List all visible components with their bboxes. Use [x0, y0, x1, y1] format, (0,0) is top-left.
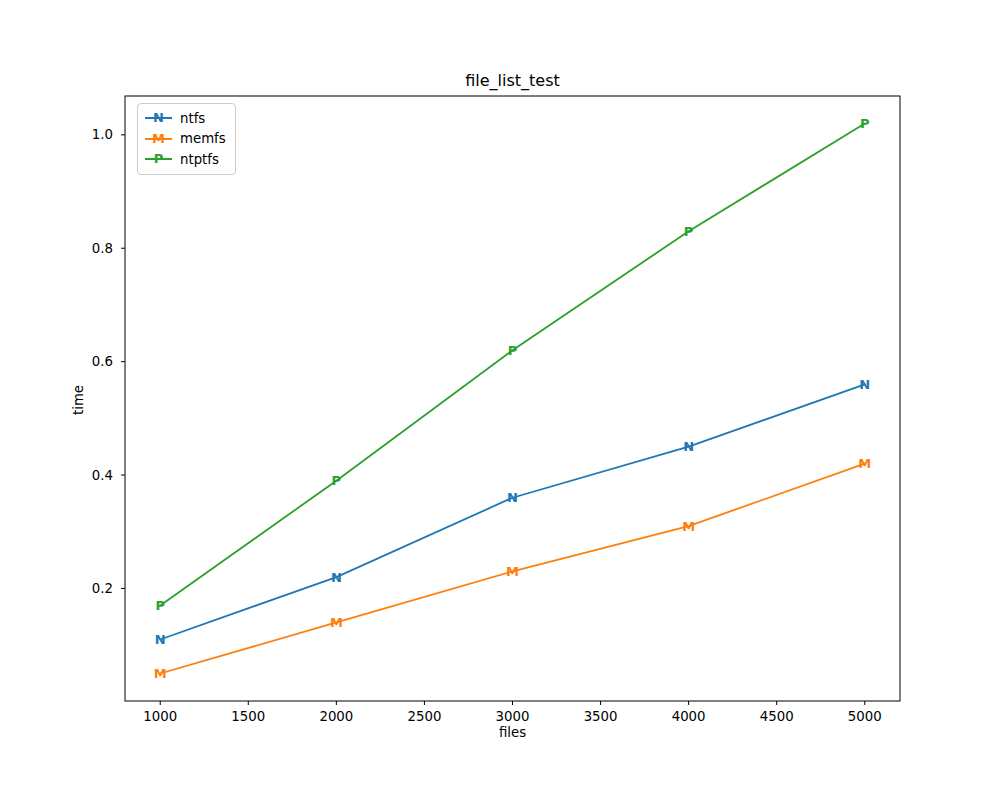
legend-item-ntfs: Nntfs — [145, 108, 226, 129]
legend-marker-memfs: M — [145, 132, 172, 146]
chart-figure: file_list_test 1000150020002500300035004… — [0, 0, 1000, 800]
legend-marker-ntfs: N — [145, 111, 172, 125]
marker-letter-ntptfs: P — [508, 343, 518, 358]
y-tick-label: 0.6 — [92, 354, 113, 369]
y-tick-label: 0.2 — [92, 581, 113, 596]
legend-marker-letter: M — [152, 132, 165, 145]
x-tick-label: 4000 — [672, 709, 706, 724]
marker-letter-ntfs: N — [683, 439, 694, 454]
legend-marker-letter: N — [153, 111, 164, 124]
marker-letter-ntfs: N — [859, 377, 870, 392]
marker-letter-memfs: M — [682, 519, 695, 534]
x-tick-label: 1500 — [231, 709, 265, 724]
x-tick-label: 2000 — [319, 709, 353, 724]
marker-letter-memfs: M — [330, 615, 343, 630]
legend-item-memfs: Mmemfs — [145, 129, 226, 150]
x-tick-label: 4500 — [760, 709, 794, 724]
marker-letter-ntfs: N — [331, 570, 342, 585]
marker-letter-memfs: M — [154, 666, 167, 681]
y-tick-label: 0.8 — [92, 241, 113, 256]
marker-letter-ntfs: N — [155, 632, 166, 647]
legend-marker-letter: P — [154, 152, 164, 165]
x-tick-label: 1000 — [143, 709, 177, 724]
marker-letter-memfs: M — [858, 456, 871, 471]
y-tick-label: 0.4 — [92, 468, 113, 483]
legend-label-ntptfs: ntptfs — [180, 152, 219, 167]
legend-label-ntfs: ntfs — [180, 111, 205, 126]
series-line-ntfs — [160, 384, 865, 639]
y-tick-label: 1.0 — [92, 127, 113, 142]
series-line-ntptfs — [160, 124, 865, 606]
x-tick-label: 5000 — [848, 709, 882, 724]
x-tick-label: 3500 — [584, 709, 618, 724]
marker-letter-memfs: M — [506, 564, 519, 579]
marker-letter-ntptfs: P — [155, 598, 165, 613]
legend-marker-ntptfs: P — [145, 152, 172, 166]
marker-letter-ntptfs: P — [860, 116, 870, 131]
y-axis-label: time — [71, 385, 86, 415]
x-axis-label: files — [125, 724, 900, 741]
marker-letter-ntptfs: P — [332, 473, 342, 488]
marker-letter-ntfs: N — [507, 490, 518, 505]
legend-label-memfs: memfs — [180, 131, 226, 146]
x-tick-label: 2500 — [408, 709, 442, 724]
marker-letter-ntptfs: P — [684, 224, 694, 239]
legend: NntfsMmemfsPntptfs — [137, 103, 236, 175]
x-tick-label: 3000 — [496, 709, 530, 724]
legend-item-ntptfs: Pntptfs — [145, 149, 226, 170]
